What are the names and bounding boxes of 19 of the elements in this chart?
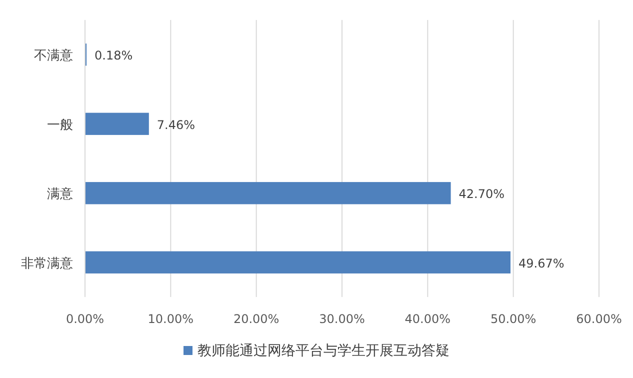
x-tick-label: 20.00% — [233, 312, 280, 326]
x-tick-label: 60.00% — [576, 312, 622, 326]
y-tick-label: 满意 — [47, 187, 73, 202]
data-label: 42.70% — [458, 187, 505, 202]
data-label: 49.67% — [518, 256, 564, 270]
x-tick-label: 0.00% — [66, 312, 104, 326]
y-tick-label: 非常满意 — [21, 256, 73, 272]
x-tick-label: 50.00% — [490, 312, 536, 326]
x-tick-label: 40.00% — [404, 312, 451, 326]
bar — [85, 182, 451, 204]
data-label: 7.46% — [156, 118, 196, 132]
y-tick-label: 一般 — [47, 118, 73, 133]
y-tick-label: 不满意 — [34, 48, 73, 64]
legend-label: 教师能通过网络平台与学生开展互动答疑 — [198, 343, 450, 359]
x-tick-label: 30.00% — [319, 312, 365, 326]
x-tick-label: 10.00% — [148, 312, 194, 326]
data-label: 0.18% — [94, 48, 133, 63]
bar — [85, 112, 149, 135]
bar — [85, 251, 511, 274]
